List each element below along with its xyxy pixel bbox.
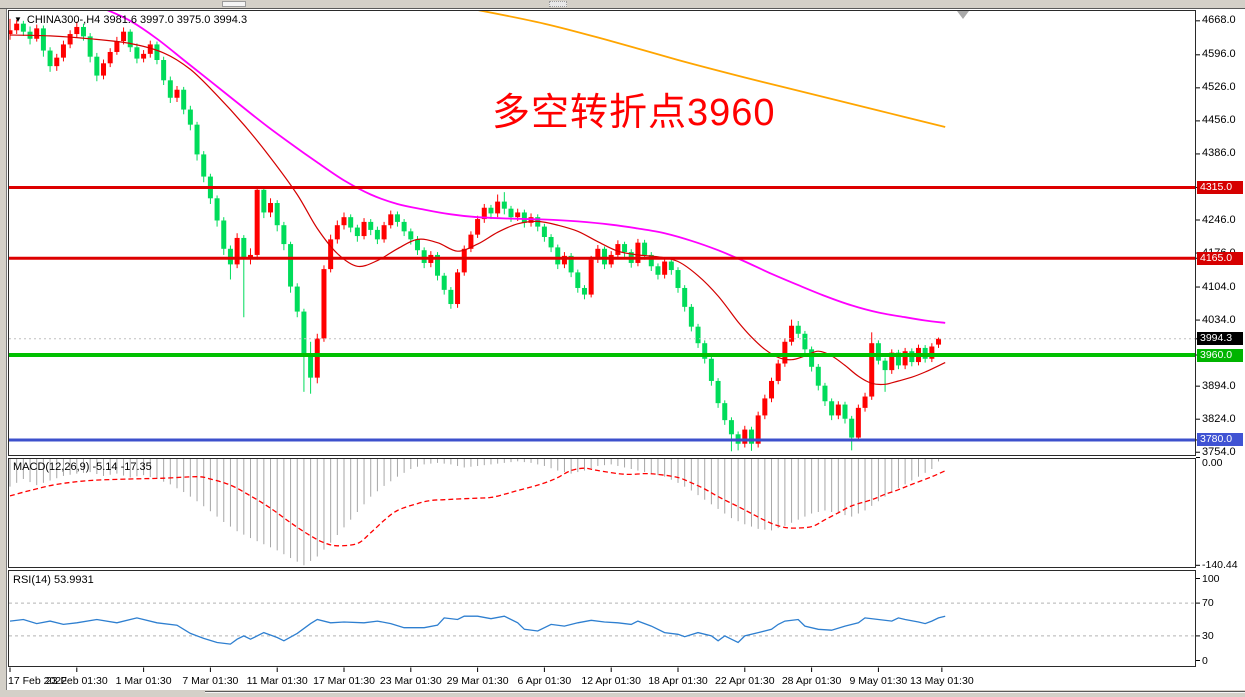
time-label: 1 Mar 01:30 — [115, 675, 172, 687]
time-label: 18 Apr 01:30 — [648, 675, 708, 687]
time-label: 11 Mar 01:30 — [246, 675, 308, 687]
time-label: 7 Mar 01:30 — [182, 675, 239, 687]
rsi-axis-label: 30 — [1202, 629, 1214, 642]
time-label: 12 Apr 01:30 — [581, 675, 641, 687]
rsi-axis-label: 70 — [1202, 597, 1214, 610]
price-tick-label: 4526.0 — [1202, 81, 1236, 94]
time-label: 23 Mar 01:30 — [379, 675, 442, 687]
macd-indicator-label: MACD(12,26,9) -5.14 -17.35 — [13, 461, 152, 473]
price-badge-4315_0: 4315.0 — [1197, 180, 1243, 194]
next-window-top-border — [205, 691, 1245, 692]
price-badge-3780_0: 3780.0 — [1197, 433, 1243, 447]
window-left-border — [6, 8, 7, 692]
symbol-ohlc-readout: CHINA300-,H4 3981.6 3997.0 3975.0 3994.3 — [26, 14, 248, 26]
next-window-top-highlight — [205, 692, 1245, 693]
price-badge-3960_0: 3960.0 — [1197, 348, 1243, 362]
time-label: 23 Feb 01:30 — [45, 675, 108, 687]
time-label: 17 Mar 01:30 — [313, 675, 375, 687]
macd-axis-max: 0.00 — [1202, 457, 1223, 469]
price-tick-label: 4386.0 — [1202, 147, 1236, 160]
toolbar-fragment — [549, 1, 567, 7]
time-label: 17 Feb 2022 — [8, 675, 67, 687]
time-label: 29 Mar 01:30 — [446, 675, 509, 687]
price-tick-label: 3754.0 — [1202, 445, 1236, 458]
rsi-pane[interactable] — [8, 570, 1196, 667]
time-axis[interactable] — [8, 668, 1196, 689]
price-tick-label: 4246.0 — [1202, 213, 1236, 226]
workspace-top-strip — [0, 0, 1245, 8]
annotation-text: 多空转折点3960 — [492, 92, 776, 134]
autoscroll-arrow-icon[interactable] — [957, 11, 969, 19]
price-tick-label: 4034.0 — [1202, 313, 1236, 326]
time-label: 13 May 01:30 — [910, 675, 974, 687]
main-chart-pane[interactable] — [8, 10, 1196, 456]
rsi-axis-label: 0 — [1202, 654, 1208, 667]
price-badge-4165_0: 4165.0 — [1197, 251, 1243, 265]
time-label: 22 Apr 01:30 — [715, 675, 775, 687]
toolbar-fragment — [222, 1, 246, 7]
price-tick-label: 4596.0 — [1202, 48, 1236, 61]
time-label: 9 May 01:30 — [849, 675, 908, 687]
symbol-dropdown-arrow-icon[interactable]: ▼ — [14, 15, 22, 24]
price-tick-label: 3824.0 — [1202, 412, 1236, 425]
rsi-axis-label: 100 — [1202, 572, 1220, 585]
macd-axis-min: -140.44 — [1202, 559, 1238, 571]
price-tick-label: 4668.0 — [1202, 14, 1236, 27]
price-tick-label: 4456.0 — [1202, 114, 1236, 127]
workspace-bottom-strip — [0, 690, 1245, 697]
workspace-left-strip — [0, 0, 7, 697]
price-tick-label: 4104.0 — [1202, 280, 1236, 293]
price-badge-3994_3: 3994.3 — [1197, 332, 1243, 346]
time-label: 28 Apr 01:30 — [781, 675, 842, 687]
rsi-indicator-label: RSI(14) 53.9931 — [13, 574, 94, 586]
macd-pane[interactable] — [8, 458, 1196, 568]
time-label: 6 Apr 01:30 — [517, 675, 572, 687]
chart-header: ▼ CHINA300-,H4 3981.6 3997.0 3975.0 3994.… — [14, 13, 247, 27]
window-top-border — [0, 8, 1245, 9]
price-tick-label: 3894.0 — [1202, 379, 1236, 392]
